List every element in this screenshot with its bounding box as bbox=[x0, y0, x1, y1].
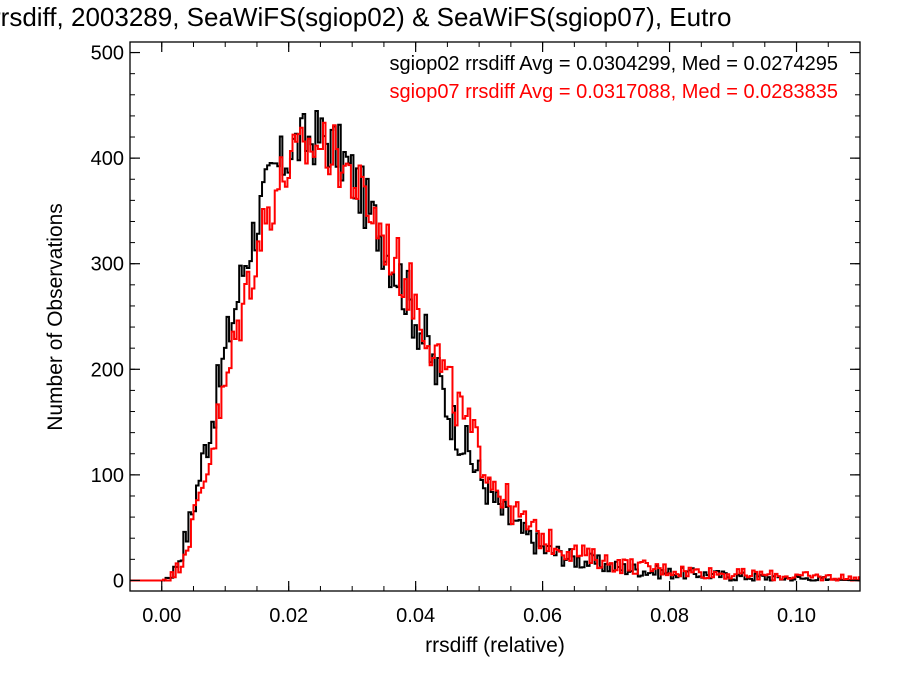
series-layer bbox=[130, 109, 860, 582]
y-axis-label: Number of Observations bbox=[44, 203, 67, 431]
x-tick-label: 0.06 bbox=[523, 605, 562, 627]
x-tick-label: 0.02 bbox=[269, 605, 308, 627]
y-tick-label: 400 bbox=[91, 148, 124, 170]
plot-frame bbox=[129, 41, 861, 592]
series-sgiop02-histogram bbox=[130, 109, 860, 582]
series-sgiop07-histogram bbox=[130, 121, 860, 582]
legend-entry-sgiop07: sgiop07 rrsdiff Avg = 0.0317088, Med = 0… bbox=[390, 81, 839, 103]
y-tick-label: 500 bbox=[91, 43, 124, 65]
y-tick-label: 0 bbox=[113, 570, 124, 592]
axes-layer: 0.00 0.02 0.04 0.06 0.08 0.10 0 100 200 300 400 500 bbox=[91, 42, 861, 627]
x-tick-label: 0.04 bbox=[396, 605, 435, 627]
x-tick-label: 0.08 bbox=[650, 605, 689, 627]
x-tick-label: 0.10 bbox=[777, 605, 816, 627]
y-tick-label: 200 bbox=[91, 359, 124, 381]
x-axis-label: rrsdiff (relative) bbox=[425, 634, 565, 657]
legend-entry-sgiop02: sgiop02 rrsdiff Avg = 0.0304299, Med = 0… bbox=[390, 53, 839, 75]
y-tick-label: 100 bbox=[91, 465, 124, 487]
x-tick-label: 0.00 bbox=[142, 605, 181, 627]
y-tick-label: 300 bbox=[91, 254, 124, 276]
chart-title: rrsdiff, 2003289, SeaWiFS(sgiop02) & Sea… bbox=[0, 2, 731, 32]
